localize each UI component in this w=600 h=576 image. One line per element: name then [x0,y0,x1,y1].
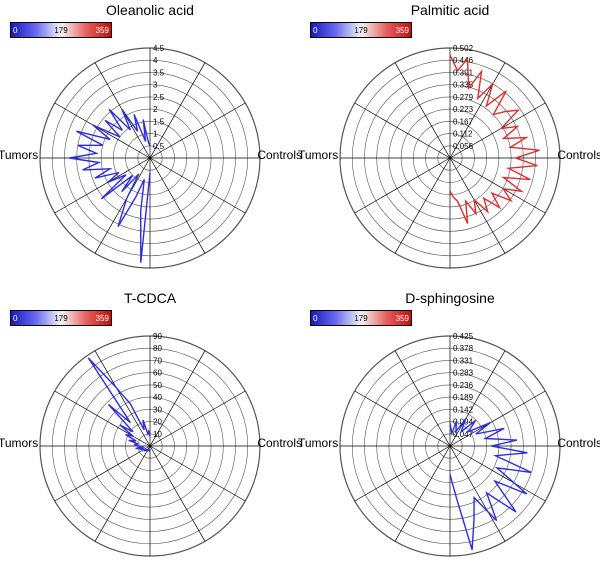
panel-palmitic: Palmitic acid01793590.0560.1120.1670.223… [300,0,600,288]
svg-text:90: 90 [153,332,162,341]
svg-text:0.283: 0.283 [453,369,474,378]
svg-text:1.5: 1.5 [153,117,165,126]
label-controls: Controls [557,436,600,450]
svg-text:0.167: 0.167 [453,117,474,126]
svg-text:60: 60 [153,369,162,378]
data-line-tcdca [88,358,150,451]
label-tumors: Tumors [0,148,38,162]
svg-text:0.142: 0.142 [453,405,474,414]
colorbar-min: 0 [13,314,17,323]
colorbar-min: 0 [13,26,17,35]
svg-text:50: 50 [153,381,162,390]
svg-text:0.331: 0.331 [453,356,474,365]
svg-text:10: 10 [153,430,162,439]
svg-text:3.5: 3.5 [153,68,165,77]
panel-dsphin: D-sphingosine01793590.0470.0940.1420.189… [300,288,600,576]
svg-text:20: 20 [153,418,162,427]
svg-text:0.189: 0.189 [453,393,474,402]
panel-oleanolic: Oleanolic acid01793590.511.522.533.544.5… [0,0,300,288]
svg-text:3: 3 [153,81,158,90]
label-tumors: Tumors [298,148,338,162]
svg-text:0.378: 0.378 [453,344,474,353]
svg-text:0.112: 0.112 [453,130,473,139]
label-controls: Controls [257,148,302,162]
svg-text:30: 30 [153,405,162,414]
panel-title: D-sphingosine [300,290,600,306]
svg-text:2.5: 2.5 [153,93,165,102]
polar-chart-dsphin: 0.0470.0940.1420.1890.2360.2830.3310.378… [320,318,580,574]
polar-chart-palmitic: 0.0560.1120.1670.2230.2790.3350.3910.446… [320,30,580,286]
svg-text:4.5: 4.5 [153,44,165,53]
svg-text:0.056: 0.056 [453,142,474,151]
svg-text:0.236: 0.236 [453,381,474,390]
label-tumors: Tumors [0,436,38,450]
svg-text:4: 4 [153,56,158,65]
svg-text:40: 40 [153,393,162,402]
svg-text:0.502: 0.502 [453,44,474,53]
panel-tcdca: T-CDCA0179359102030405060708090TumorsCon… [0,288,300,576]
svg-text:1: 1 [153,130,158,139]
svg-text:0.279: 0.279 [453,93,474,102]
panel-title: Oleanolic acid [0,2,300,18]
svg-text:70: 70 [153,356,162,365]
svg-text:2: 2 [153,105,158,114]
label-controls: Controls [257,436,302,450]
panel-title: Palmitic acid [300,2,600,18]
svg-text:80: 80 [153,344,162,353]
svg-text:0.391: 0.391 [453,68,474,77]
panel-title: T-CDCA [0,290,300,306]
svg-text:0.5: 0.5 [153,142,165,151]
colorbar-min: 0 [313,314,317,323]
label-controls: Controls [557,148,600,162]
svg-text:0.425: 0.425 [453,332,474,341]
colorbar-min: 0 [313,26,317,35]
svg-text:0.223: 0.223 [453,105,474,114]
polar-chart-oleanolic: 0.5 1 1.5 2 2.5 3 3.5 4 4.5 [20,30,280,286]
label-tumors: Tumors [298,436,338,450]
chart-grid: Oleanolic acid01793590.511.522.533.544.5… [0,0,600,576]
polar-chart-tcdca: 10 20 30 40 50 60 70 80 90 [20,318,280,574]
